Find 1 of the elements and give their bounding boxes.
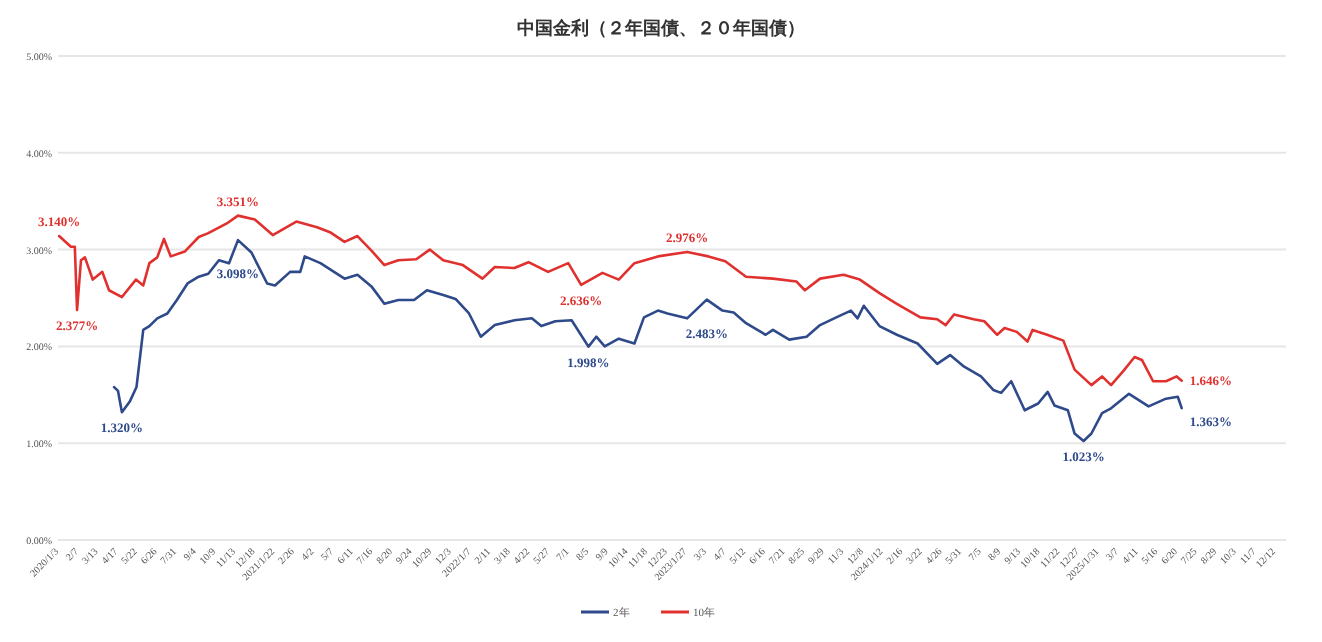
chart-title: 中国金利（２年国債、２０年国債）	[517, 18, 805, 38]
